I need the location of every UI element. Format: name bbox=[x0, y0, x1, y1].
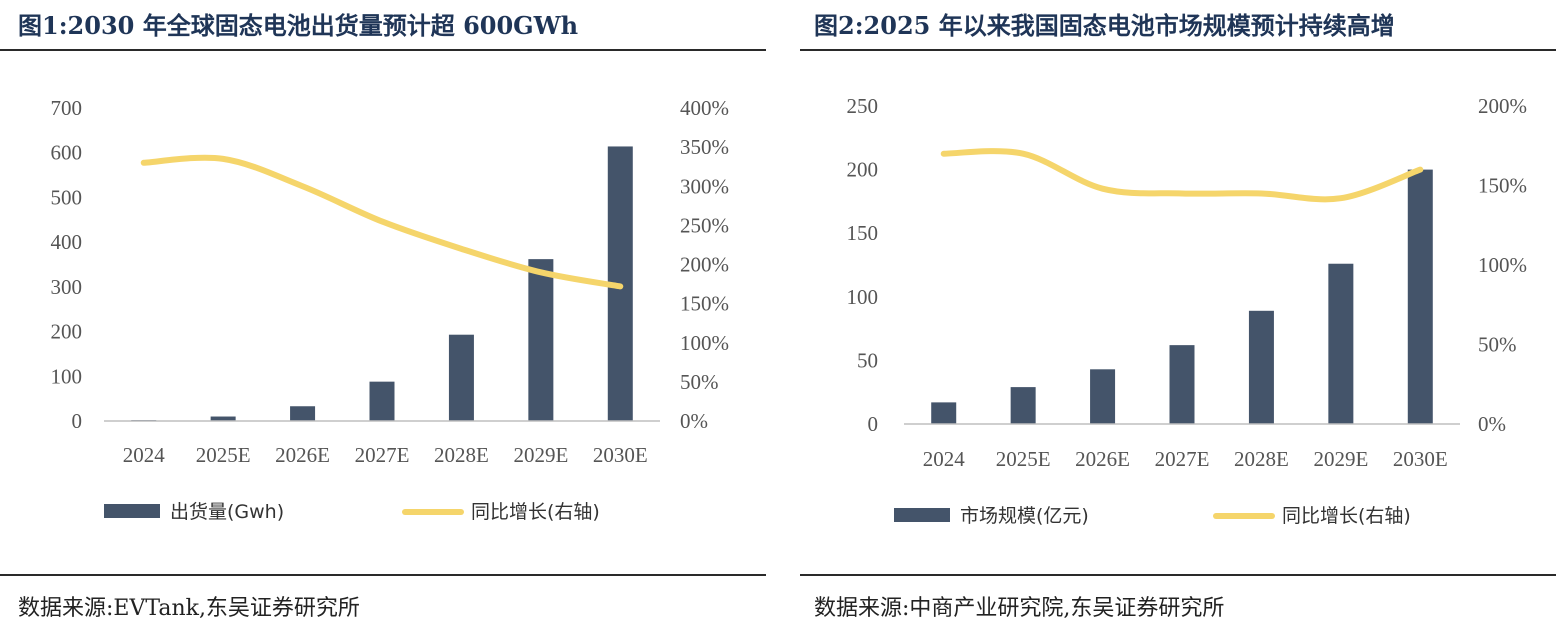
figure-1-left-tick-label: 500 bbox=[51, 185, 83, 209]
figure-1-left-tick-label: 400 bbox=[51, 230, 83, 254]
figure-2-left-tick-label: 100 bbox=[847, 285, 879, 309]
figure-1-top-rule bbox=[0, 49, 766, 51]
figure-2-category-label: 2028E bbox=[1234, 447, 1289, 471]
figure-1-right-tick-label: 0% bbox=[680, 409, 708, 433]
figure-1-bar bbox=[448, 334, 474, 421]
figure-1-right-tick-label: 100% bbox=[680, 331, 729, 355]
figure-2-left-tick-label: 250 bbox=[847, 94, 879, 118]
figure-2-right-tick-label: 100% bbox=[1478, 253, 1527, 277]
figure-2-right-tick-label: 200% bbox=[1478, 94, 1527, 118]
figure-2-legend-bar-swatch bbox=[894, 508, 950, 522]
figure-1-growth-line bbox=[140, 154, 624, 290]
figure-2-category-label: 2026E bbox=[1075, 447, 1130, 471]
figure-2-right-tick-label: 0% bbox=[1478, 412, 1506, 436]
figure-2-bar bbox=[1010, 387, 1036, 424]
figure-1-bar bbox=[210, 416, 236, 421]
figure-2-bar bbox=[1407, 169, 1433, 424]
figure-1-left-tick-label: 0 bbox=[72, 409, 83, 433]
figure-1-right-tick-label: 50% bbox=[680, 370, 719, 394]
figure-1-category-label: 2025E bbox=[196, 443, 251, 467]
figure-2-left-tick-label: 150 bbox=[847, 221, 879, 245]
figure-2-panel: 图2:2025 年以来我国固态电池市场规模预计持续高增 0 50 100 150 200… bbox=[800, 0, 1556, 628]
figure-1-category-label: 2024 bbox=[123, 443, 166, 467]
figure-2-category-label: 2027E bbox=[1155, 447, 1210, 471]
figure-1-category-label: 2029E bbox=[513, 443, 568, 467]
figure-2-top-rule bbox=[800, 49, 1556, 51]
figure-1-bar bbox=[369, 381, 395, 421]
figure-2-category-label: 2024 bbox=[923, 447, 966, 471]
figure-1-category-label: 2026E bbox=[275, 443, 330, 467]
figure-1-left-tick-label: 300 bbox=[51, 275, 83, 299]
figure-1-bottom-rule bbox=[0, 574, 766, 576]
figure-2-left-tick-label: 50 bbox=[857, 348, 878, 372]
figure-1-category-label: 2028E bbox=[434, 443, 489, 467]
figure-2-bar bbox=[1090, 369, 1116, 424]
figure-1-bar bbox=[528, 259, 554, 421]
figure-2-category-label: 2030E bbox=[1393, 447, 1448, 471]
figure-1-left-tick-label: 100 bbox=[51, 364, 83, 388]
figure-1-right-tick-label: 150% bbox=[680, 292, 729, 316]
figure-1-panel: 图1:2030 年全球固态电池出货量预计超 600GWh 0 100 200 300 4… bbox=[0, 0, 766, 628]
figure-1-legend-bar-label: 出货量(Gwh) bbox=[170, 501, 284, 523]
figure-2-legend-line-label: 同比增长(右轴) bbox=[1282, 505, 1411, 527]
figure-2-bar bbox=[1248, 310, 1274, 424]
figure-1-right-tick-label: 200% bbox=[680, 253, 729, 277]
figure-1-right-tick-label: 400% bbox=[680, 96, 729, 120]
figure-2-title: 图2:2025 年以来我国固态电池市场规模预计持续高增 bbox=[814, 11, 1395, 40]
figure-2-bar bbox=[931, 402, 957, 424]
figure-1-chart: 0 100 200 300 400 500 600 700 0% 50% 100% 150% 200% 2… bbox=[51, 96, 730, 523]
figure-2-bottom-rule bbox=[800, 574, 1556, 576]
figure-2-left-tick-label: 200 bbox=[847, 158, 879, 182]
figure-2-bar bbox=[1328, 263, 1354, 424]
figure-2-bar bbox=[1169, 345, 1195, 424]
figure-1-category-label: 2027E bbox=[355, 443, 410, 467]
figure-2-category-label: 2025E bbox=[996, 447, 1051, 471]
figure-2-right-tick-label: 150% bbox=[1478, 174, 1527, 198]
figure-1-left-tick-label: 600 bbox=[51, 141, 83, 165]
figure-1-category-label: 2030E bbox=[593, 443, 648, 467]
figure-1-bar bbox=[290, 406, 316, 421]
figure-1-source: 数据来源:EVTank,东吴证券研究所 bbox=[18, 596, 360, 621]
figure-1-left-tick-label: 200 bbox=[51, 320, 83, 344]
figure-2-chart: 0 50 100 150 200 250 0% 50% 100% 150% 200% 2024 2025… bbox=[847, 94, 1528, 527]
figure-1-right-tick-label: 300% bbox=[680, 174, 729, 198]
figure-2-growth-line bbox=[940, 148, 1424, 203]
figure-1-right-tick-label: 250% bbox=[680, 213, 729, 237]
figure-1-left-tick-label: 700 bbox=[51, 96, 83, 120]
figure-2-source: 数据来源:中商产业研究院,东吴证券研究所 bbox=[814, 596, 1225, 621]
figure-1-title: 图1:2030 年全球固态电池出货量预计超 600GWh bbox=[18, 11, 579, 40]
figure-2-right-tick-label: 50% bbox=[1478, 333, 1517, 357]
figure-2-category-label: 2029E bbox=[1313, 447, 1368, 471]
figure-2-left-tick-label: 0 bbox=[868, 412, 879, 436]
figure-1-legend-line-label: 同比增长(右轴) bbox=[471, 501, 600, 523]
figure-2-legend-bar-label: 市场规模(亿元) bbox=[960, 505, 1089, 527]
figure-1-legend-bar-swatch bbox=[104, 504, 160, 518]
figure-1-right-tick-label: 350% bbox=[680, 135, 729, 159]
